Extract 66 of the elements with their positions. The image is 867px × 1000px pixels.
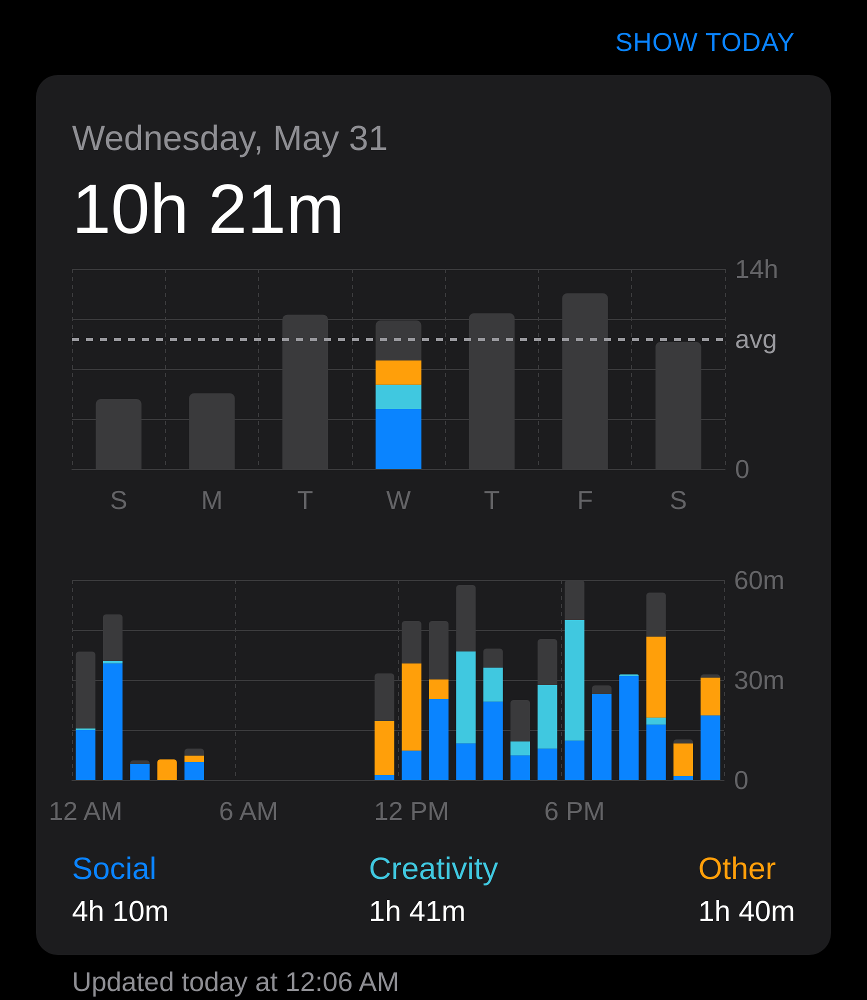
x-tick-label: T xyxy=(297,485,314,515)
bar xyxy=(456,651,476,744)
bar xyxy=(376,360,422,385)
bar xyxy=(184,756,204,762)
bar xyxy=(646,636,666,718)
bar xyxy=(673,743,694,776)
bar xyxy=(483,702,503,780)
bar xyxy=(483,668,503,702)
bar xyxy=(510,741,530,756)
text: SHOW TODAY xyxy=(615,27,795,57)
bar xyxy=(673,776,694,780)
bar xyxy=(402,663,422,751)
x-tick-label: 12 AM xyxy=(48,796,122,826)
bar xyxy=(592,685,612,694)
x-tick-label: T xyxy=(484,485,500,515)
bar xyxy=(483,648,503,668)
bar xyxy=(646,724,666,780)
y-tick-label: 0 xyxy=(734,765,748,795)
bar xyxy=(510,755,530,780)
bar xyxy=(374,775,394,780)
x-tick-label: S xyxy=(110,485,128,515)
text: Creativity xyxy=(368,851,498,886)
x-tick-label: 12 PM xyxy=(374,796,450,826)
text: Social xyxy=(72,851,158,886)
x-tick-label: M xyxy=(201,485,223,515)
text: Updated today at 12:06 AM xyxy=(72,967,400,997)
bar xyxy=(673,739,694,744)
x-tick-label: F xyxy=(577,485,594,515)
bar xyxy=(184,748,204,756)
chart-subtitle: 10h 21m xyxy=(72,170,344,248)
bar xyxy=(538,685,558,749)
x-tick-label: S xyxy=(670,485,688,515)
bar xyxy=(700,715,720,780)
ref-line-label: avg xyxy=(735,324,777,354)
bar xyxy=(184,762,204,780)
text: Other xyxy=(698,851,777,886)
bar xyxy=(130,760,150,764)
bar xyxy=(374,721,394,775)
y-tick-label: 0 xyxy=(735,454,750,484)
y-tick-label: 14h xyxy=(735,254,778,284)
text: 1h 41m xyxy=(368,896,467,928)
bar xyxy=(538,748,558,780)
bar xyxy=(130,764,150,780)
y-tick-label: 60m xyxy=(734,565,785,595)
x-tick-label: 6 PM xyxy=(544,796,605,826)
bar xyxy=(376,384,422,409)
bar xyxy=(646,718,666,725)
bar xyxy=(428,679,449,699)
text: 1h 40m xyxy=(698,896,795,928)
x-tick-label: 6 AM xyxy=(218,796,278,826)
bar xyxy=(102,663,123,780)
bar xyxy=(76,730,96,780)
bar xyxy=(564,620,584,741)
bar xyxy=(428,699,449,780)
bar xyxy=(564,740,584,780)
x-tick-label: W xyxy=(386,485,412,515)
bar xyxy=(619,676,639,780)
bar xyxy=(700,678,720,716)
text: 4h 10m xyxy=(72,896,169,928)
y-tick-label: 30m xyxy=(734,665,785,695)
bar xyxy=(592,694,612,780)
bar xyxy=(456,743,476,780)
bar xyxy=(376,409,422,469)
bar xyxy=(157,759,177,780)
bar xyxy=(402,750,422,780)
chart-title: Wednesday, May 31 xyxy=(72,119,388,158)
